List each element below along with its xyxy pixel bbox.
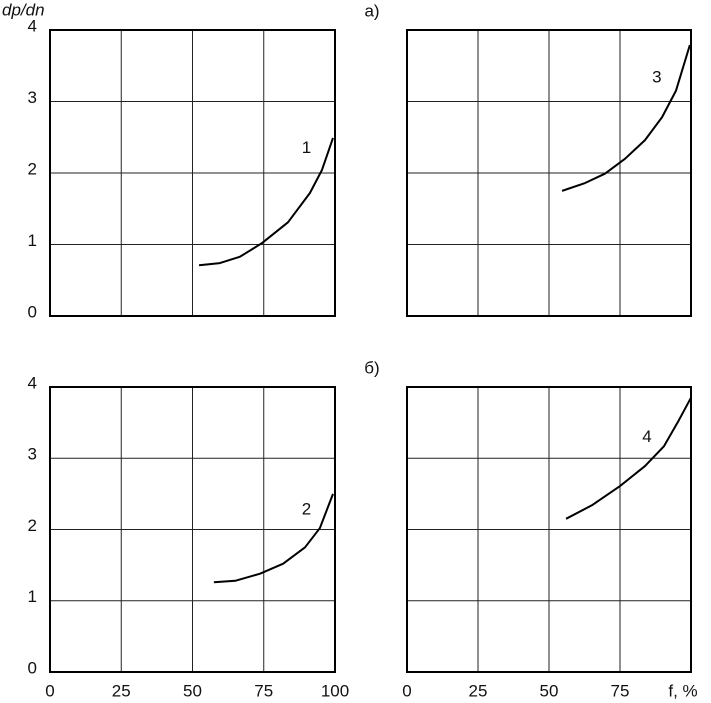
x-tick-label: 0 [402, 681, 411, 700]
x-tick-label: 75 [611, 681, 630, 700]
curve-label: 2 [302, 500, 311, 519]
panel-label: б) [364, 358, 379, 377]
y-tick-label: 4 [28, 16, 37, 35]
y-tick-label: 0 [28, 658, 37, 677]
y-tick-label: 2 [28, 159, 37, 178]
plot-frame [406, 29, 692, 317]
curve [213, 493, 334, 584]
panel-label: а) [364, 1, 379, 20]
curve-label: 4 [642, 427, 651, 446]
y-tick-label: 3 [28, 88, 37, 107]
x-tick-label: 25 [469, 681, 488, 700]
x-tick-label: f, % [668, 681, 697, 700]
y-tick-label: 3 [28, 445, 37, 464]
x-tick-label: 0 [45, 681, 54, 700]
curve [198, 137, 334, 267]
y-axis-label: dp/dn [2, 0, 45, 19]
curve-label: 1 [302, 138, 311, 157]
y-tick-label: 4 [28, 373, 37, 392]
y-tick-label: 0 [28, 302, 37, 321]
plot-frame [406, 386, 692, 673]
x-tick-label: 50 [540, 681, 559, 700]
plot-frame [49, 386, 336, 673]
y-tick-label: 1 [28, 231, 37, 250]
x-tick-label: 25 [112, 681, 131, 700]
plot-frame [49, 29, 336, 317]
curve [561, 44, 691, 192]
x-tick-label: 50 [183, 681, 202, 700]
curve [565, 397, 692, 520]
y-tick-label: 2 [28, 516, 37, 535]
x-tick-label: 100 [321, 681, 349, 700]
curve-label: 3 [652, 67, 661, 86]
y-tick-label: 1 [28, 587, 37, 606]
x-tick-label: 75 [254, 681, 273, 700]
